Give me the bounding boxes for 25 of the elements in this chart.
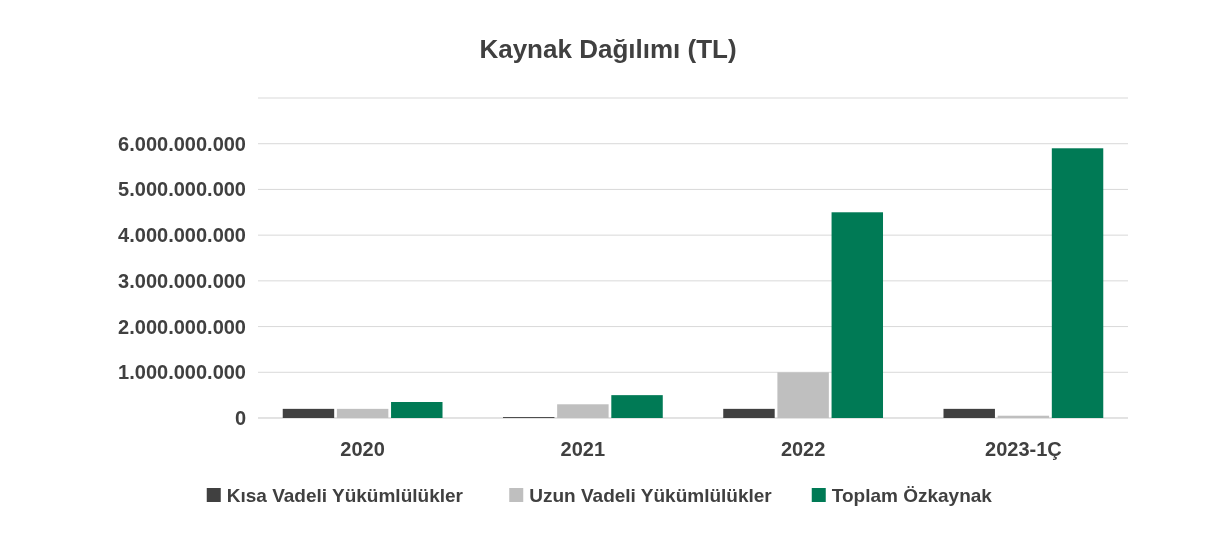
- y-tick-label: 2.000.000.000: [118, 315, 246, 338]
- bar: [557, 404, 609, 418]
- x-tick-label: 2023-1Ç: [985, 438, 1062, 460]
- y-tick-label: 0: [234, 407, 246, 429]
- bar: [1051, 148, 1104, 418]
- x-tick-label: 2020: [340, 438, 385, 460]
- bar: [611, 395, 663, 418]
- x-tick-label: 2022: [780, 438, 826, 460]
- chart-title: Kaynak Dağılımı (TL): [479, 34, 737, 64]
- bar: [831, 212, 884, 418]
- y-tick-label: 1.000.000.000: [118, 361, 246, 384]
- y-tick-label: 5.000.000.000: [118, 178, 246, 201]
- bar: [336, 408, 389, 418]
- bar: [282, 408, 335, 418]
- y-tick-label: 3.000.000.000: [118, 269, 246, 292]
- legend-label: Uzun Vadeli Yükümlülükler: [529, 484, 773, 506]
- bar: [943, 408, 995, 418]
- y-tick-label: 4.000.000.000: [118, 224, 246, 247]
- bar: [723, 408, 775, 418]
- x-tick-label: 2021: [560, 438, 606, 460]
- legend-label: Toplam Özkaynak: [831, 484, 993, 506]
- bar: [391, 402, 443, 418]
- bar: [777, 372, 829, 418]
- legend-label: Kısa Vadeli Yükümlülükler: [226, 484, 464, 506]
- y-tick-label: 6.000.000.000: [118, 132, 246, 155]
